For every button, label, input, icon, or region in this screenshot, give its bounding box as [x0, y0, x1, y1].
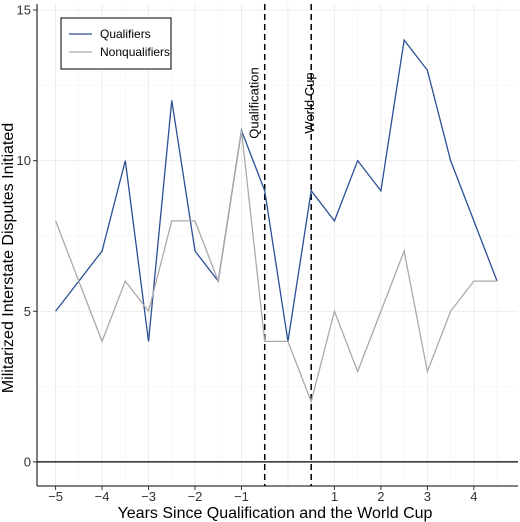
data-point-qualifiers — [334, 220, 336, 222]
data-point-nonqualifiers — [450, 310, 452, 312]
data-point-nonqualifiers — [124, 280, 126, 282]
x-axis-title: Years Since Qualification and the World … — [118, 505, 433, 522]
x-tick-label: −3 — [141, 489, 156, 504]
reference-line-label: World Cup — [302, 72, 317, 133]
data-point-qualifiers — [194, 250, 196, 252]
data-point-qualifiers — [403, 39, 405, 41]
legend-box — [60, 17, 172, 70]
grid — [37, 4, 518, 486]
data-point-nonqualifiers — [380, 310, 382, 312]
data-point-nonqualifiers — [148, 310, 150, 312]
data-point-qualifiers — [55, 310, 57, 312]
series-line-nonqualifiers — [54, 130, 498, 404]
data-point-nonqualifiers — [241, 130, 243, 132]
series — [54, 38, 498, 404]
legend-label-nonqualifiers: Nonqualifiers — [100, 45, 170, 59]
data-point-nonqualifiers — [194, 220, 196, 222]
x-tick-label: 2 — [377, 489, 384, 504]
y-tick-label: 10 — [17, 153, 31, 168]
data-point-nonqualifiers — [264, 341, 266, 343]
x-tick-label: 4 — [470, 489, 477, 504]
x-tick-label: −1 — [234, 489, 249, 504]
x-tick-label: 3 — [424, 489, 431, 504]
reference-lines: Qualification World Cup — [247, 4, 317, 486]
data-point-nonqualifiers — [473, 280, 475, 282]
data-point-qualifiers — [124, 160, 126, 162]
data-point-nonqualifiers — [403, 250, 405, 252]
legend-label-qualifiers: Qualifiers — [100, 27, 151, 41]
data-point-qualifiers — [264, 190, 266, 192]
data-point-qualifiers — [426, 69, 428, 71]
data-point-nonqualifiers — [334, 310, 336, 312]
y-tick-label: 15 — [17, 3, 31, 18]
data-point-qualifiers — [310, 190, 312, 192]
data-point-qualifiers — [101, 250, 103, 252]
data-point-nonqualifiers — [55, 220, 57, 222]
axes: −5 −4 −3 −2 −1 1 2 3 4 0 5 10 15 — [17, 3, 518, 504]
data-point-nonqualifiers — [310, 401, 312, 403]
data-point-qualifiers — [450, 160, 452, 162]
x-tick-label: −2 — [188, 489, 203, 504]
legend: Qualifiers Nonqualifiers — [60, 17, 172, 70]
data-point-nonqualifiers — [171, 220, 173, 222]
y-axis-title: Militarized Interstate Disputes Initiate… — [0, 123, 17, 393]
data-point-nonqualifiers — [426, 371, 428, 373]
data-point-nonqualifiers — [217, 280, 219, 282]
data-point-nonqualifiers — [496, 280, 498, 282]
data-point-qualifiers — [148, 341, 150, 343]
data-point-nonqualifiers — [287, 341, 289, 343]
y-tick-label: 0 — [24, 454, 31, 469]
data-point-qualifiers — [473, 220, 475, 222]
x-tick-label: 1 — [331, 489, 338, 504]
data-point-qualifiers — [357, 160, 359, 162]
x-tick-label: −4 — [95, 489, 110, 504]
x-tick-label: −5 — [48, 489, 63, 504]
reference-line-label: Qualification — [247, 67, 262, 139]
data-point-qualifiers — [171, 100, 173, 102]
data-point-nonqualifiers — [101, 341, 103, 343]
y-tick-label: 5 — [24, 304, 31, 319]
data-point-qualifiers — [380, 190, 382, 192]
data-point-nonqualifiers — [357, 371, 359, 373]
